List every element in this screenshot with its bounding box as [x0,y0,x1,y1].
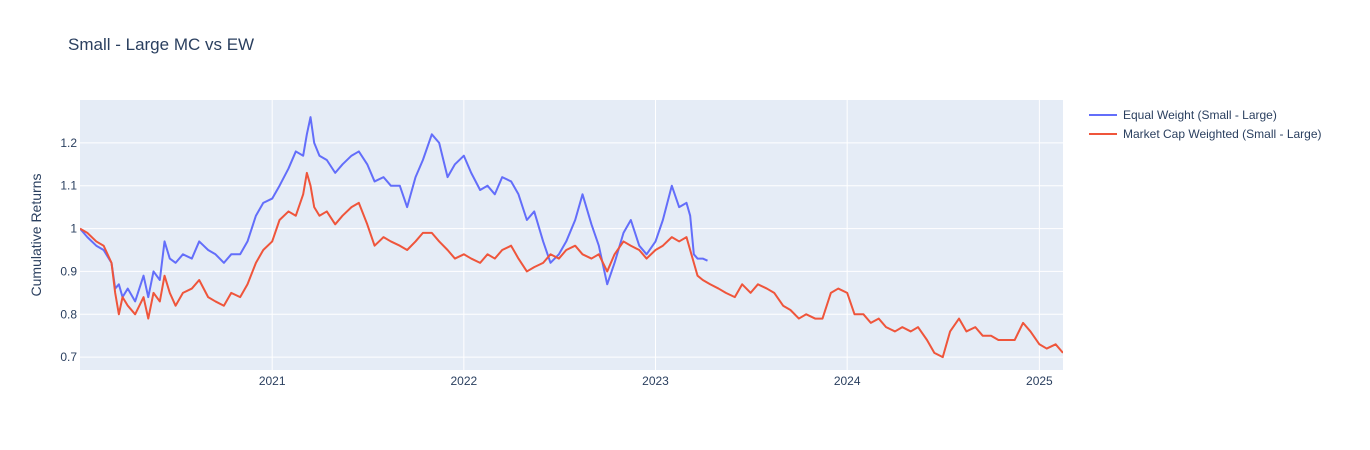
x-tick-label: 2021 [259,374,286,388]
x-tick-label: 2023 [642,374,669,388]
y-tick-label: 0.9 [60,264,77,278]
y-tick-label: 0.8 [60,307,77,321]
x-tick-label: 2022 [451,374,478,388]
y-axis-title: Cumulative Returns [28,174,44,297]
legend-label-equal-weight: Equal Weight (Small - Large) [1123,108,1277,122]
y-tick-label: 0.7 [60,350,77,364]
plot-area [80,100,1063,370]
legend[interactable]: Equal Weight (Small - Large) Market Cap … [1089,108,1322,141]
series-layer [80,116,1063,359]
x-tick-label: 2025 [1026,374,1053,388]
legend-label-market-cap-weighted: Market Cap Weighted (Small - Large) [1123,127,1322,141]
chart-title: Small - Large MC vs EW [68,35,254,54]
series-line-equal-weight[interactable] [80,116,708,303]
y-tick-label: 1.2 [60,136,77,150]
series-line-market-cap-weighted[interactable] [80,171,1063,359]
x-tick-label: 2024 [834,374,861,388]
grid-lines [80,100,1063,370]
y-tick-label: 1.1 [60,179,77,193]
legend-item-equal-weight[interactable]: Equal Weight (Small - Large) [1089,108,1277,122]
y-tick-label: 1 [70,222,77,236]
tick-labels: 0.7 0.8 0.9 1 1.1 1.2 2021 2022 2023 2024 2025 [60,136,1053,388]
legend-item-market-cap-weighted[interactable]: Market Cap Weighted (Small - Large) [1089,127,1322,141]
